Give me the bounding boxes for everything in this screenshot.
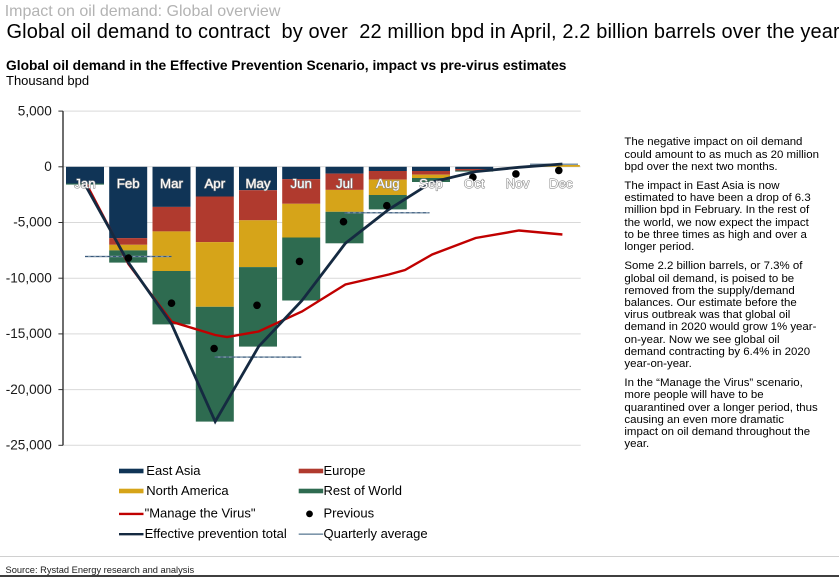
svg-text:East Asia: East Asia [146,463,201,478]
svg-text:Mar: Mar [160,176,183,191]
svg-text:Nov: Nov [506,176,530,191]
svg-text:Jun: Jun [290,176,311,191]
svg-text:0: 0 [44,159,52,174]
svg-text:Previous: Previous [324,506,375,521]
svg-text:May: May [245,176,270,191]
svg-text:Apr: Apr [204,176,225,191]
svg-text:-5,000: -5,000 [13,215,52,230]
svg-text:"Manage the Virus": "Manage the Virus" [145,506,256,521]
svg-text:Sep: Sep [419,176,443,191]
svg-text:Jul: Jul [336,176,353,191]
svg-text:North America: North America [146,483,229,498]
svg-text:Effective prevention total: Effective prevention total [145,526,287,541]
svg-text:Rest of World: Rest of World [324,483,403,498]
svg-text:Feb: Feb [117,176,140,191]
svg-text:Quarterly average: Quarterly average [324,526,428,541]
svg-text:-10,000: -10,000 [6,270,53,285]
svg-text:-25,000: -25,000 [6,438,53,453]
svg-text:Europe: Europe [324,463,366,478]
svg-text:Jan: Jan [74,176,95,191]
svg-text:-20,000: -20,000 [6,382,53,397]
svg-text:5,000: 5,000 [18,103,52,118]
svg-text:Oct: Oct [464,176,485,191]
svg-text:Dec: Dec [549,176,573,191]
svg-text:Aug: Aug [376,176,400,191]
svg-text:-15,000: -15,000 [6,326,53,341]
